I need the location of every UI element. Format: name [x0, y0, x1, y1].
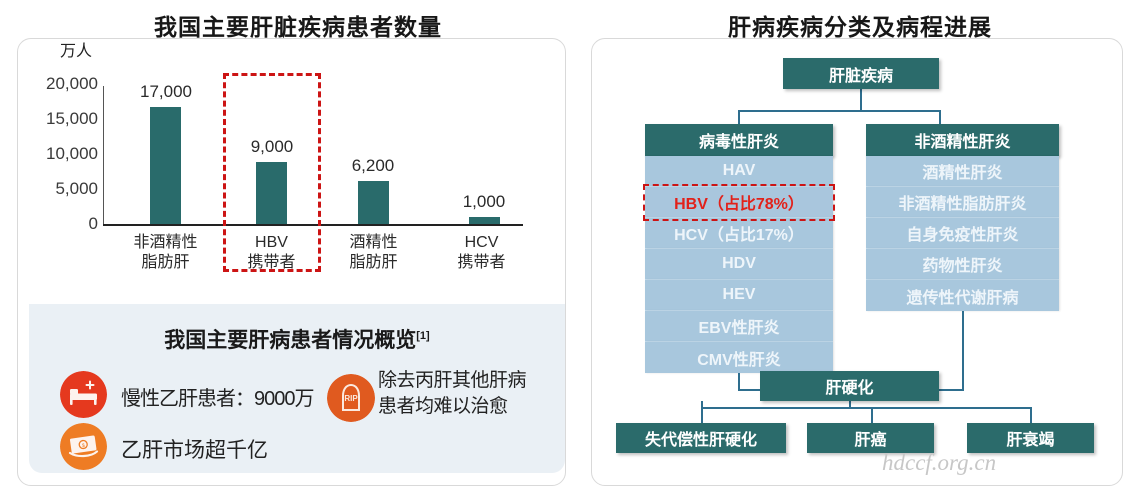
svg-text:RIP: RIP: [344, 394, 358, 403]
